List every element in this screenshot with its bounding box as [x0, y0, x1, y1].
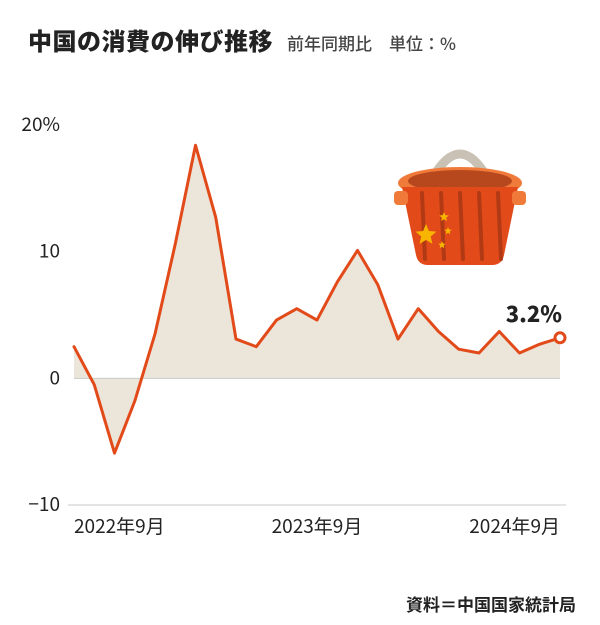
y-tick-label: −10: [28, 490, 60, 517]
y-tick-label: 20%: [21, 110, 60, 137]
end-value-label: 3.2%: [506, 297, 563, 329]
source-credit: 資料＝中国国家統計局: [0, 585, 600, 616]
line-chart: 20% 10 0 −10 2022年9月 2023年9月 2024年9月 3.2%: [0, 65, 600, 585]
y-tick-label: 10: [39, 237, 60, 264]
x-tick-label: 2022年9月: [74, 512, 165, 539]
chart-subtitle: 前年同期比 単位：%: [287, 30, 456, 57]
chart-header: 中国の消費の伸び推移 前年同期比 単位：%: [0, 0, 600, 65]
x-tick-label: 2023年9月: [272, 512, 363, 539]
end-marker: [555, 333, 565, 343]
chart-area: 20% 10 0 −10 2022年9月 2023年9月 2024年9月 3.2%: [0, 65, 600, 585]
y-tick-label: 0: [49, 363, 60, 390]
chart-title: 中国の消費の伸び推移: [28, 22, 273, 57]
shopping-basket-icon: [394, 154, 526, 265]
x-tick-label: 2024年9月: [469, 512, 560, 539]
